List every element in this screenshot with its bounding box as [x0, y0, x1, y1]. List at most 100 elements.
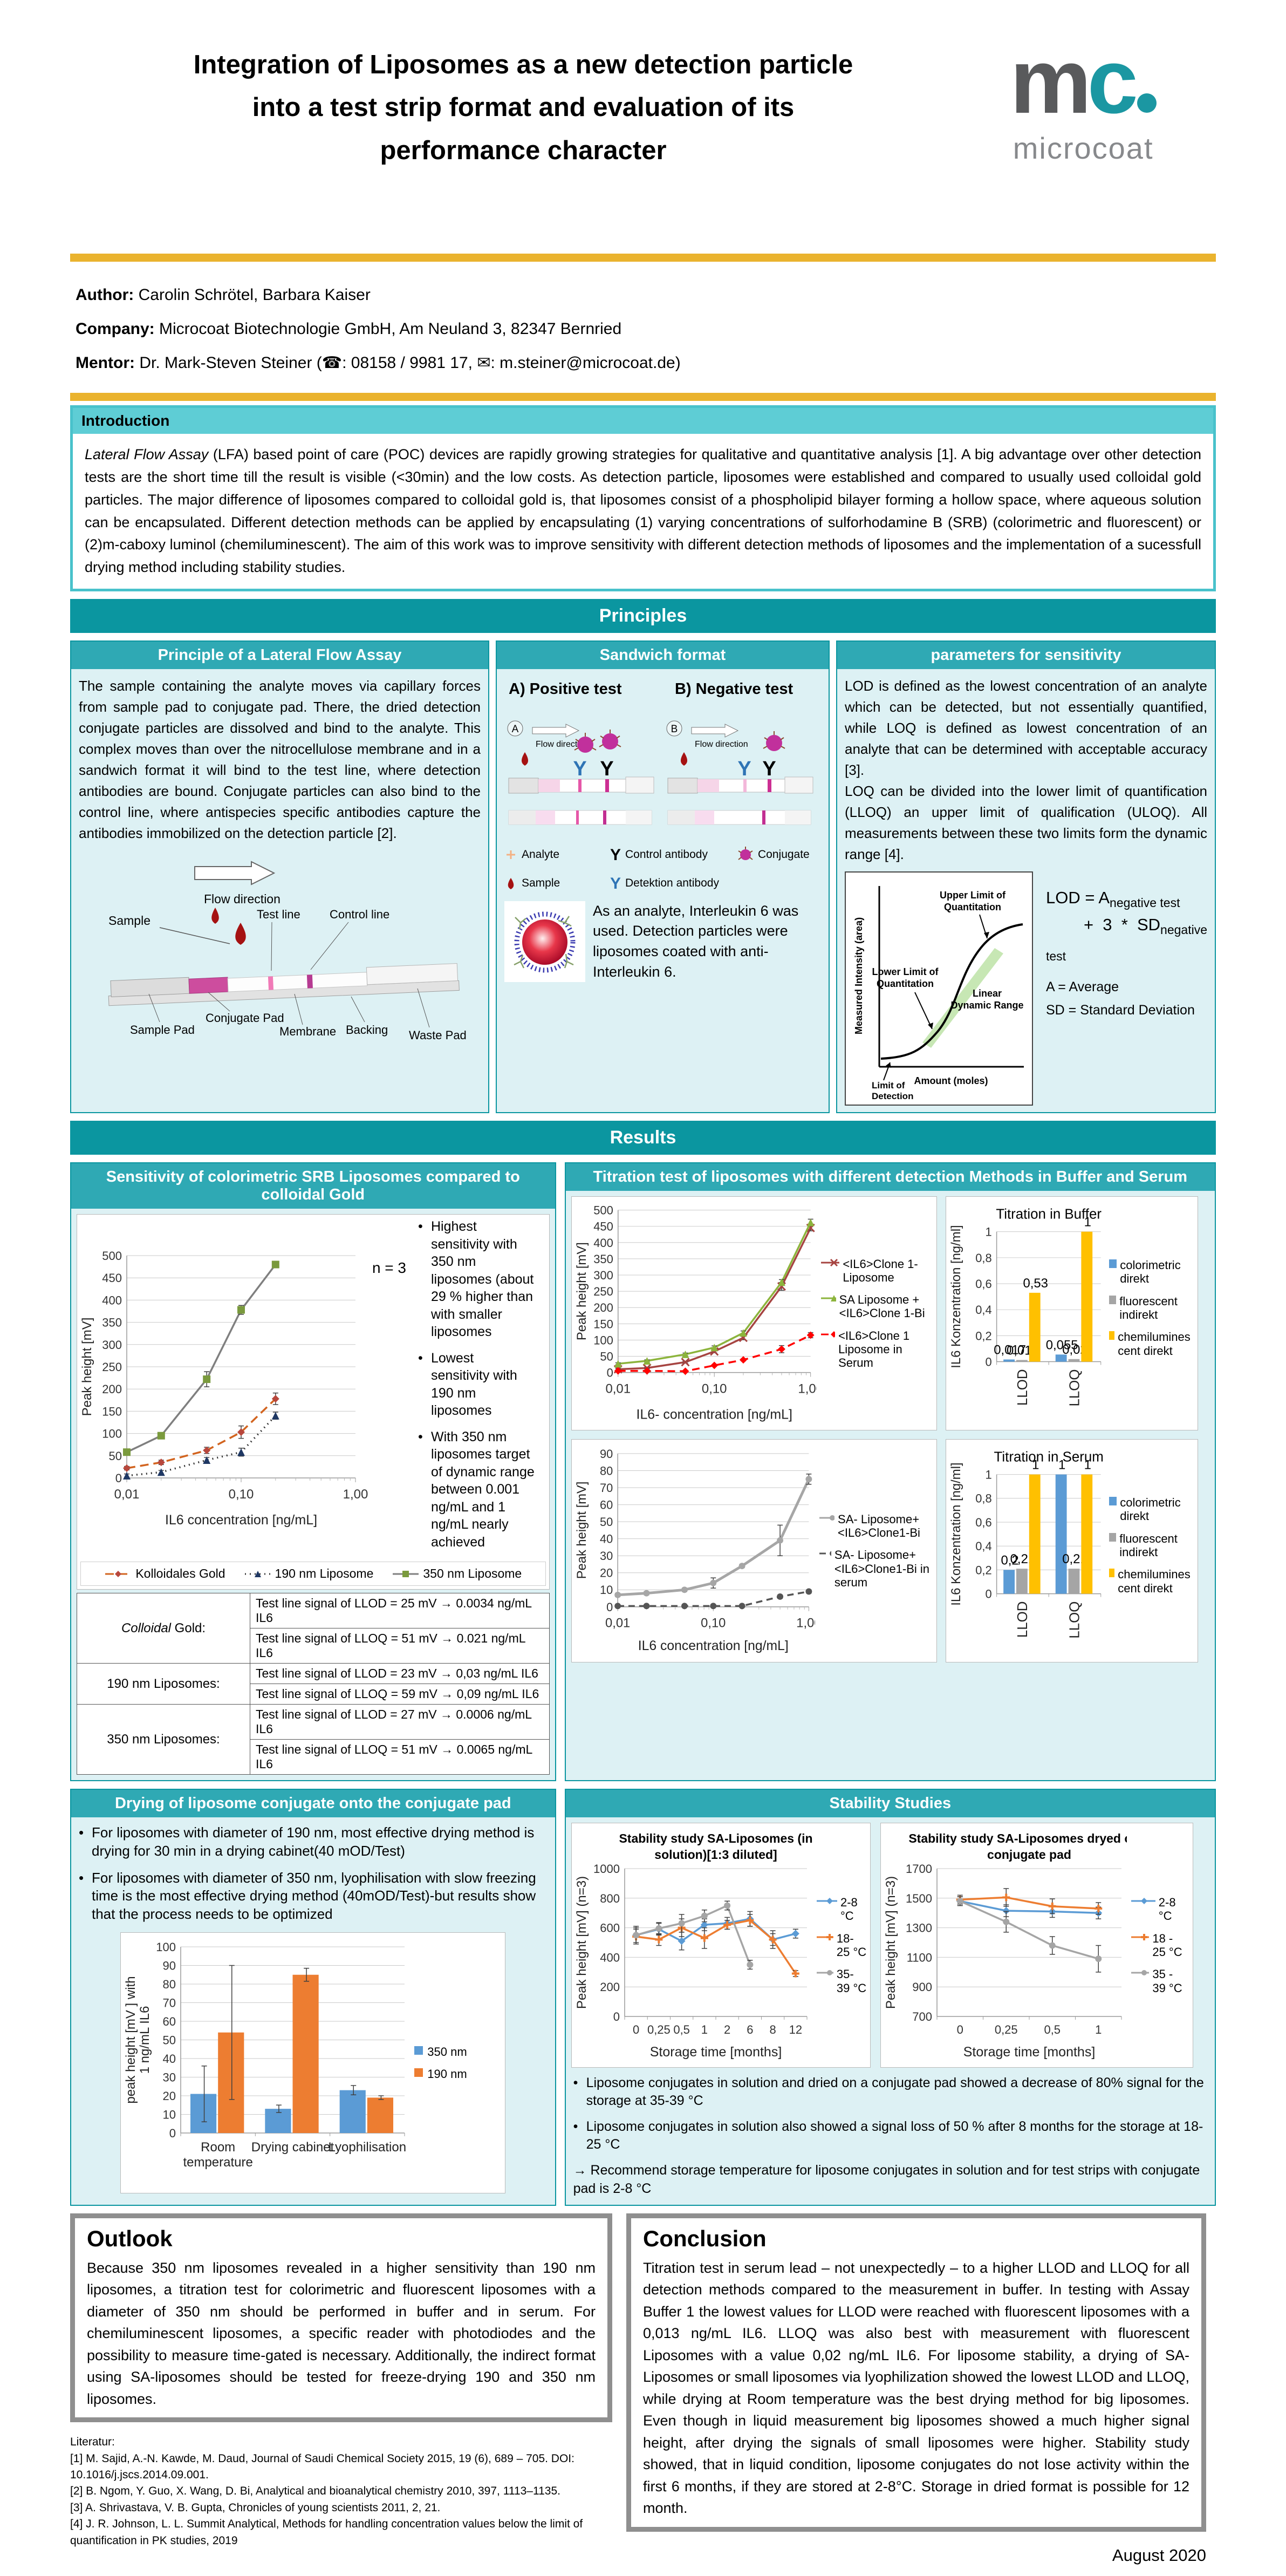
legend-control-ab: Y Control antibody	[610, 843, 734, 867]
author-value: Carolin Schrötel, Barbara Kaiser	[134, 286, 371, 304]
drying-bullet-1: For liposomes with diameter of 190 nm, m…	[92, 1824, 535, 1859]
svg-text:50: 50	[600, 1515, 613, 1529]
stability-bullet-1: Liposome conjugates in solution and drie…	[586, 2075, 1204, 2108]
negative-test-diagram: B Flow direction Y Y	[666, 720, 813, 825]
introduction-heading: Introduction	[73, 408, 1213, 434]
svg-text:0,25: 0,25	[647, 2023, 671, 2036]
blob2	[602, 733, 618, 749]
svg-text:1: 1	[1095, 2023, 1102, 2036]
svg-text:0,53: 0,53	[1023, 1276, 1048, 1291]
drying-bullet-2: For liposomes with diameter of 350 nm, l…	[92, 1869, 536, 1923]
svg-text:IL6 Konzentration [ng/ml]: IL6 Konzentration [ng/ml]	[949, 1225, 963, 1368]
sensitivity-chart: 0 50 100 150 200 250 300 350 400 450 500 0,01 0,10 1,…	[80, 1246, 415, 1532]
svg-text:Peak height [mV]: Peak height [mV]	[575, 1242, 589, 1340]
mentor-label: Mentor:	[76, 354, 135, 372]
divider-bottom	[70, 393, 1216, 401]
bottom-row: Outlook Because 350 nm liposomes reveale…	[70, 2213, 1216, 2565]
legend-item: chemiluminescent direkt	[1108, 1330, 1194, 1358]
results-row-2: Drying of liposome conjugate onto the co…	[70, 1789, 1216, 2206]
detection-antibody-a-icon: Y	[573, 758, 586, 780]
svg-text:350: 350	[102, 1316, 122, 1329]
svg-text:1,00: 1,00	[796, 1617, 815, 1631]
params-panel: parameters for sensitivity LOD is define…	[836, 640, 1216, 1114]
outlook-box: Outlook Because 350 nm liposomes reveale…	[70, 2213, 612, 2423]
svg-text:Stability study SA-Liposomes d: Stability study SA-Liposomes dryed on a	[908, 1831, 1127, 1845]
svg-text:1500: 1500	[906, 1892, 932, 1905]
svg-text:6: 6	[747, 2023, 753, 2036]
svg-text:0: 0	[606, 1366, 613, 1380]
sample-icon	[508, 878, 514, 890]
svg-text:150: 150	[593, 1317, 613, 1331]
svg-text:12: 12	[789, 2023, 802, 2036]
svg-text:350: 350	[593, 1252, 613, 1266]
svg-text:100: 100	[102, 1427, 122, 1440]
literature-block: Literatur: [1] M. Sajid, A.-N. Kawde, M.…	[70, 2434, 612, 2549]
svg-text:250: 250	[102, 1360, 122, 1374]
titration-heading: Titration test of liposomes with differe…	[565, 1163, 1215, 1191]
gold-label-em: Colloidal	[121, 1620, 172, 1635]
control-line-pointer	[310, 922, 349, 970]
legend-item: fluorescent indirekt	[1108, 1294, 1194, 1322]
svg-text:50: 50	[163, 2034, 176, 2047]
legend-item: fluorescent indirekt	[1108, 1532, 1194, 1559]
literature-label: Literatur:	[70, 2436, 115, 2449]
svg-text:90: 90	[163, 1959, 176, 1973]
circle-a-icon	[507, 720, 523, 737]
svg-text:40: 40	[163, 2052, 176, 2066]
legend-sample: Sample	[504, 875, 607, 892]
svg-text:1000: 1000	[593, 1862, 620, 1876]
svg-text:Storage time [months]: Storage time [months]	[649, 2045, 782, 2060]
legend-item: colorimetric direkt	[1108, 1258, 1194, 1286]
svg-text:0: 0	[633, 2023, 639, 2036]
liposome-core	[522, 919, 567, 965]
ldr-label-1: Linear	[973, 988, 1002, 999]
intro-lead: Lateral Flow Assay	[85, 446, 209, 462]
l190-llod: Test line signal of LLOD = 23 mV → 0,03 …	[250, 1663, 550, 1685]
result-strip-a	[508, 810, 652, 825]
svg-text:0,5: 0,5	[1044, 2023, 1061, 2036]
svg-text:0,8: 0,8	[975, 1492, 991, 1505]
svg-text:0,2: 0,2	[1001, 1553, 1018, 1568]
svg-text:Lyophilisation: Lyophilisation	[329, 2140, 407, 2155]
svg-text:1: 1	[1058, 1458, 1065, 1473]
logo-mc-text: mc	[1010, 36, 1157, 127]
svg-text:0,2: 0,2	[975, 1563, 991, 1577]
svg-text:200: 200	[102, 1382, 122, 1396]
sample-pointer-line	[159, 927, 230, 944]
svg-text:0,6: 0,6	[975, 1516, 991, 1529]
stability-panel: Stability Studies 0 200 400 600 800 1000 Stabi…	[564, 1789, 1216, 2206]
svg-text:100: 100	[593, 1333, 613, 1347]
fig-ylabel: Measured Intensity (area)	[853, 917, 864, 1034]
svg-text:LLOQ: LLOQ	[1067, 1369, 1082, 1407]
legend-item: 2-8 °C	[1130, 1896, 1189, 1923]
lod-formula-block: LOD = Anegative test + 3 * SDnegative te…	[1042, 871, 1207, 1021]
liposome-image	[504, 901, 585, 983]
ll-label-1: Lower Limit of	[872, 966, 939, 977]
svg-text:8: 8	[769, 2023, 776, 2036]
legend-item: 18 - 25 °C	[1131, 1931, 1182, 1959]
svg-text:50: 50	[600, 1350, 613, 1364]
logo-m: m	[1010, 30, 1091, 133]
legend-detection-ab: Y Detektion antibody	[610, 871, 734, 896]
flow-label-a: Flow direction	[536, 740, 589, 749]
formula-a-def: A = Average	[1046, 979, 1119, 995]
svg-text:1: 1	[985, 1225, 991, 1239]
lfa-strip	[108, 963, 460, 1006]
params-text2: LOQ can be divided into the lower limit …	[845, 783, 1207, 863]
svg-text:400: 400	[600, 1951, 620, 1964]
svg-text:IL6 concentration [ng/mL]: IL6 concentration [ng/mL]	[638, 1639, 788, 1653]
svg-text:0: 0	[115, 1471, 122, 1485]
backing-pointer	[351, 996, 365, 1023]
analyte-note-text: As an analyte, Interleukin 6 was used. D…	[593, 902, 799, 980]
lfa-heading: Principle of a Lateral Flow Assay	[71, 642, 488, 670]
svg-text:0,017: 0,017	[994, 1343, 1026, 1358]
principles-columns: Principle of a Lateral Flow Assay The sa…	[70, 640, 1216, 1114]
strip-b	[667, 776, 813, 794]
liposome-antibodies	[514, 916, 574, 969]
title-line-1: Integration of Liposomes as a new detect…	[193, 50, 853, 79]
ll-arrowhead	[928, 1023, 933, 1030]
svg-text:0,10: 0,10	[229, 1487, 254, 1502]
svg-text:Storage time [months]: Storage time [months]	[963, 2045, 1095, 2060]
mentor-line: Mentor: Dr. Mark-Steven Steiner (☎: 0815…	[76, 346, 1210, 380]
